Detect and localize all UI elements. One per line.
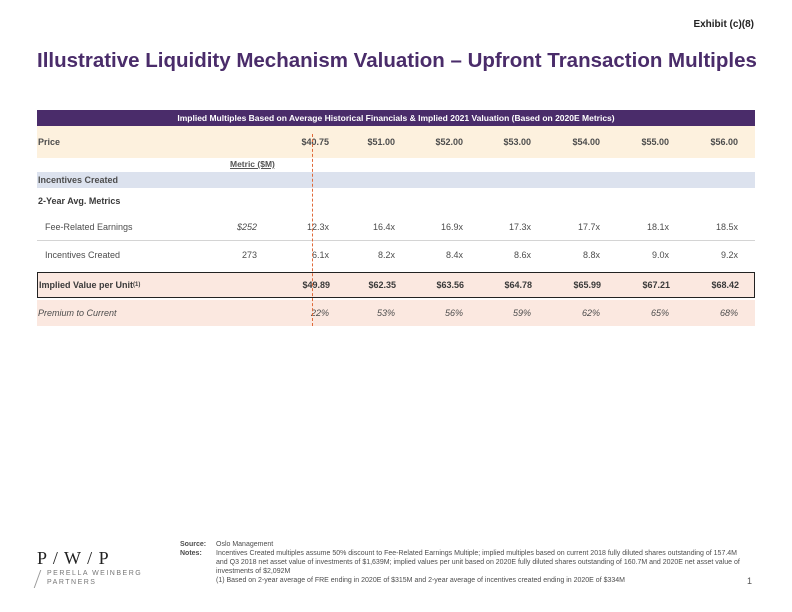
source-key: Source:: [180, 541, 207, 548]
implied-value-cell: $49.89: [302, 280, 330, 290]
multiple-cell: 17.3x: [508, 221, 531, 232]
implied-value-label: Implied Value per Unit (1): [39, 273, 140, 297]
premium-cell: 65%: [650, 308, 669, 318]
notes-line: Notes: Incentives Created multiples assu…: [180, 549, 746, 576]
notes-key: Notes:: [180, 550, 202, 557]
footnote-1: (1) Based on 2-year average of FRE endin…: [216, 577, 625, 584]
multiple-cell: 8.6x: [513, 250, 531, 260]
multiple-cell: 16.4x: [372, 221, 395, 232]
multiple-cell: 9.0x: [651, 250, 669, 260]
avg-metrics-label: 2-Year Avg. Metrics: [38, 195, 121, 206]
incentives-created-band: Incentives Created: [37, 172, 755, 188]
price-row: Price $40.75 $51.00 $52.00 $53.00 $54.00…: [37, 126, 755, 158]
premium-label: Premium to Current: [38, 308, 117, 318]
implied-value-row: Implied Value per Unit (1) $49.89 $62.35 …: [37, 272, 755, 298]
implied-value-cell: $62.35: [368, 280, 396, 290]
avg-metrics-row: 2-Year Avg. Metrics: [37, 188, 755, 213]
source-value: Oslo Management: [216, 541, 274, 548]
multiple-cell: 18.1x: [646, 221, 669, 232]
implied-value-cell: $67.21: [642, 280, 670, 290]
company-logo: P / W / P PERELLA WEINBERG PARTNERS: [33, 548, 143, 588]
multiple-cell: 16.9x: [440, 221, 463, 232]
footnote-line: (1) Based on 2-year average of FRE endin…: [180, 576, 746, 585]
implied-value-cell: $68.42: [711, 280, 739, 290]
metric-value: 273: [241, 250, 257, 260]
multiple-cell: 8.4x: [445, 250, 463, 260]
multiple-cell: 9.2x: [720, 250, 738, 260]
row-label: Incentives Created: [45, 250, 121, 260]
multiple-cell: 8.2x: [377, 250, 395, 260]
implied-value-label-text: Implied Value per Unit: [39, 280, 134, 290]
valuation-table: Implied Multiples Based on Average Histo…: [37, 110, 755, 326]
metric-label-row: Metric ($M): [37, 158, 755, 172]
metric-column-label: Metric ($M): [230, 159, 275, 169]
logo-line1: PERELLA WEINBERG: [47, 570, 143, 577]
table-row: Fee-Related Earnings $252 12.3x 16.4x 16…: [37, 213, 755, 241]
premium-row: Premium to Current 22% 53% 56% 59% 62% 6…: [37, 300, 755, 326]
price-label: Price: [38, 137, 61, 147]
price-cell: $51.00: [367, 137, 395, 147]
premium-cell: 59%: [512, 308, 531, 318]
price-cell: $53.00: [503, 137, 531, 147]
premium-cell: 62%: [581, 308, 600, 318]
metric-value: $252: [236, 221, 257, 232]
premium-cell: 68%: [719, 308, 738, 318]
page-number: 1: [746, 576, 752, 586]
logo-mark: P / W / P: [37, 548, 110, 568]
footnote-marker: (1): [133, 282, 141, 288]
implied-value-cell: $63.56: [436, 280, 464, 290]
implied-value-cell: $65.99: [573, 280, 601, 290]
logo-slash: [33, 570, 42, 588]
price-cell: $54.00: [572, 137, 600, 147]
implied-value-cell: $64.78: [504, 280, 532, 290]
price-cell: $40.75: [301, 137, 329, 147]
page-title: Illustrative Liquidity Mechanism Valuati…: [37, 49, 757, 72]
row-label: Fee-Related Earnings: [45, 221, 133, 232]
price-cell: $56.00: [710, 137, 738, 147]
price-cell: $52.00: [435, 137, 463, 147]
multiple-cell: 6.1x: [311, 250, 329, 260]
multiple-cell: 8.8x: [582, 250, 600, 260]
footnote-spacer: [180, 576, 216, 585]
footer-notes: Source: Oslo Management Notes: Incentive…: [180, 540, 746, 585]
logo-line2: PARTNERS: [47, 579, 97, 586]
premium-cell: 22%: [310, 308, 329, 318]
incentives-created-heading: Incentives Created: [38, 175, 119, 185]
multiple-cell: 17.7x: [577, 221, 600, 232]
multiple-cell: 18.5x: [715, 221, 738, 232]
multiple-cell: 12.3x: [306, 221, 329, 232]
premium-cell: 56%: [444, 308, 463, 318]
table-header: Implied Multiples Based on Average Histo…: [37, 110, 755, 126]
current-price-divider: [312, 134, 313, 326]
price-cell: $55.00: [641, 137, 669, 147]
notes-value: Incentives Created multiples assume 50% …: [216, 550, 740, 575]
exhibit-label: Exhibit (c)(8): [693, 19, 754, 30]
source-line: Source: Oslo Management: [180, 540, 746, 549]
table-row: Incentives Created 273 6.1x 8.2x 8.4x 8.…: [37, 241, 755, 269]
premium-cell: 53%: [376, 308, 395, 318]
